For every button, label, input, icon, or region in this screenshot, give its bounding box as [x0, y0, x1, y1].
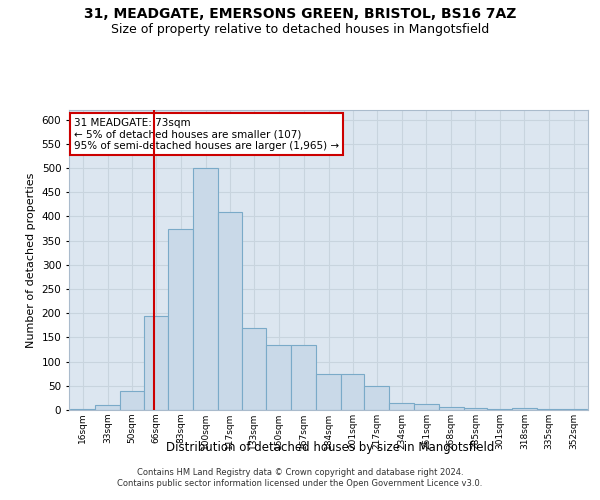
Bar [464, 408, 487, 410]
Text: 31, MEADGATE, EMERSONS GREEN, BRISTOL, BS16 7AZ: 31, MEADGATE, EMERSONS GREEN, BRISTOL, B… [84, 8, 516, 22]
Bar [341, 374, 364, 410]
Bar [143, 316, 169, 410]
Bar [266, 344, 291, 410]
Y-axis label: Number of detached properties: Number of detached properties [26, 172, 36, 348]
Bar [512, 408, 537, 410]
Bar [95, 405, 120, 410]
Text: Distribution of detached houses by size in Mangotsfield: Distribution of detached houses by size … [166, 441, 494, 454]
Bar [537, 409, 562, 410]
Bar [291, 344, 316, 410]
Bar [242, 328, 266, 410]
Bar [120, 390, 143, 410]
Text: Contains HM Land Registry data © Crown copyright and database right 2024.
Contai: Contains HM Land Registry data © Crown c… [118, 468, 482, 487]
Bar [70, 409, 95, 410]
Bar [316, 374, 341, 410]
Bar [169, 228, 193, 410]
Bar [562, 409, 587, 410]
Text: Size of property relative to detached houses in Mangotsfield: Size of property relative to detached ho… [111, 22, 489, 36]
Bar [218, 212, 242, 410]
Bar [193, 168, 218, 410]
Text: 31 MEADGATE: 73sqm
← 5% of detached houses are smaller (107)
95% of semi-detache: 31 MEADGATE: 73sqm ← 5% of detached hous… [74, 118, 340, 150]
Bar [389, 402, 414, 410]
Bar [414, 404, 439, 410]
Bar [439, 406, 464, 410]
Bar [364, 386, 389, 410]
Bar [487, 409, 512, 410]
